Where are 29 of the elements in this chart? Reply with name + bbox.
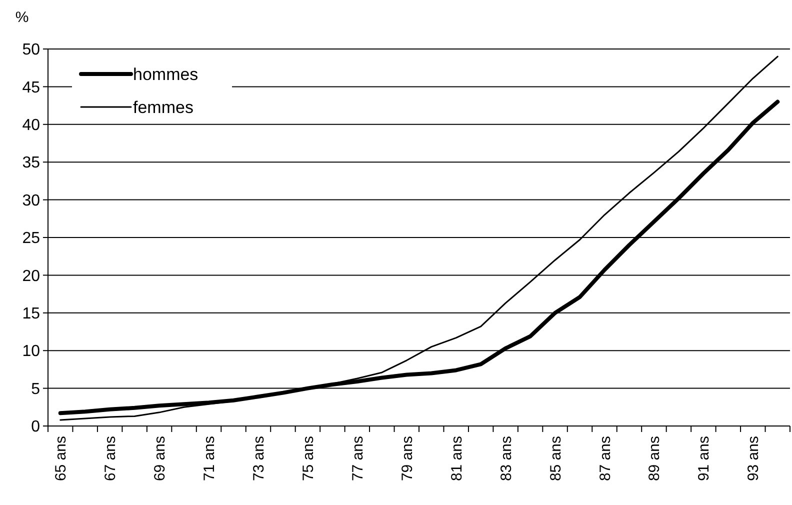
x-tick-label: 83 ans	[498, 436, 515, 482]
legend-label: hommes	[133, 64, 198, 84]
x-tick-label: 71 ans	[201, 436, 218, 482]
x-tick-label: 89 ans	[646, 436, 664, 482]
x-tick-label: 85 ans	[547, 436, 564, 482]
y-tick-label: 30	[22, 192, 40, 210]
y-tick-label: 10	[22, 343, 40, 360]
x-tick-label: 69 ans	[152, 436, 169, 482]
y-tick-label: 50	[22, 42, 40, 59]
x-tick-label: 87 ans	[596, 436, 614, 482]
x-tick-label: 81 ans	[448, 436, 466, 482]
x-tick-label: 77 ans	[349, 436, 366, 482]
legend-label: femmes	[133, 98, 194, 117]
x-tick-label: 91 ans	[696, 436, 713, 482]
x-tick-label: 67 ans	[102, 436, 120, 482]
x-tick-label: 73 ans	[250, 436, 268, 482]
x-tick-label: 75 ans	[300, 436, 317, 482]
y-axis-title: %	[15, 9, 29, 26]
y-tick-label: 5	[31, 380, 40, 398]
y-tick-label: 40	[22, 117, 40, 134]
x-tick-label: 79 ans	[398, 436, 416, 482]
y-tick-label: 45	[22, 79, 40, 96]
y-tick-label: 20	[22, 268, 40, 285]
y-tick-label: 25	[22, 230, 40, 248]
y-tick-label: 35	[22, 154, 40, 172]
y-tick-label: 15	[22, 306, 40, 322]
y-tick-label: 0	[31, 418, 40, 436]
x-tick-label: 65 ans	[52, 436, 70, 482]
x-tick-label: 93 ans	[745, 436, 762, 482]
